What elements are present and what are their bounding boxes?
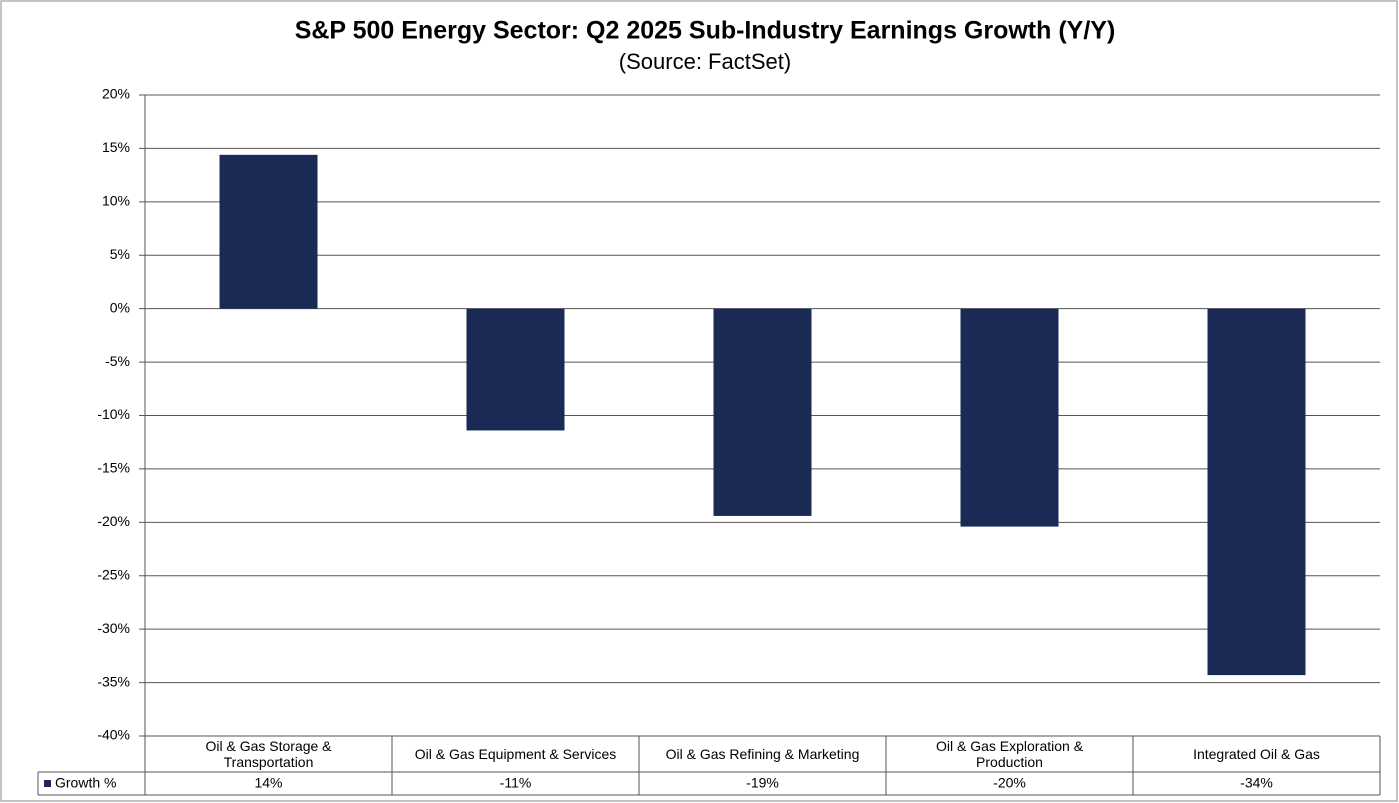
y-tick-label: 5%	[110, 246, 130, 262]
category-cell: Integrated Oil & Gas	[1193, 746, 1320, 762]
y-tick-label: -25%	[97, 566, 130, 582]
legend-swatch	[44, 780, 51, 787]
bar	[713, 308, 812, 516]
x-tick-label: Oil & Gas Storage & Transportation	[205, 738, 332, 770]
x-tick-label: Oil & Gas Equipment & Services	[414, 746, 617, 762]
x-tick-label: Integrated Oil & Gas	[1193, 746, 1320, 762]
y-tick-label: -15%	[97, 460, 130, 476]
data-label: -11%	[500, 775, 532, 791]
y-tick-label: -20%	[97, 513, 130, 529]
category-cell: Oil & Gas Refining & Marketing	[665, 746, 860, 762]
y-tick-label: 0%	[110, 299, 130, 315]
legend-label: Growth %	[55, 775, 116, 791]
chart-title: S&P 500 Energy Sector: Q2 2025 Sub-Indus…	[295, 17, 1116, 45]
y-tick-label: -30%	[97, 620, 130, 636]
category-cell: Oil & Gas Equipment & Services	[414, 746, 617, 762]
bar	[960, 308, 1059, 527]
y-tick-label: -10%	[97, 406, 130, 422]
y-tick-label: 15%	[102, 139, 130, 155]
y-tick-label: -35%	[97, 673, 130, 689]
x-tick-label: Oil & Gas Exploration & Production	[935, 738, 1084, 770]
category-cell: Oil & Gas Exploration & Production	[935, 738, 1084, 770]
data-label: -20%	[993, 775, 1026, 791]
data-label: 14%	[254, 775, 282, 791]
data-label: -19%	[746, 775, 779, 791]
x-tick-label: Oil & Gas Refining & Marketing	[665, 746, 860, 762]
chart-subtitle: (Source: FactSet)	[619, 49, 791, 74]
y-tick-label: -40%	[97, 727, 130, 743]
data-label: -34%	[1240, 775, 1273, 791]
bar	[466, 308, 565, 431]
category-cell: Oil & Gas Storage & Transportation	[205, 738, 332, 770]
bar	[1207, 308, 1306, 676]
bar	[219, 154, 318, 309]
y-tick-label: 20%	[102, 86, 130, 102]
y-tick-label: 10%	[102, 193, 130, 209]
y-tick-label: -5%	[105, 353, 130, 369]
